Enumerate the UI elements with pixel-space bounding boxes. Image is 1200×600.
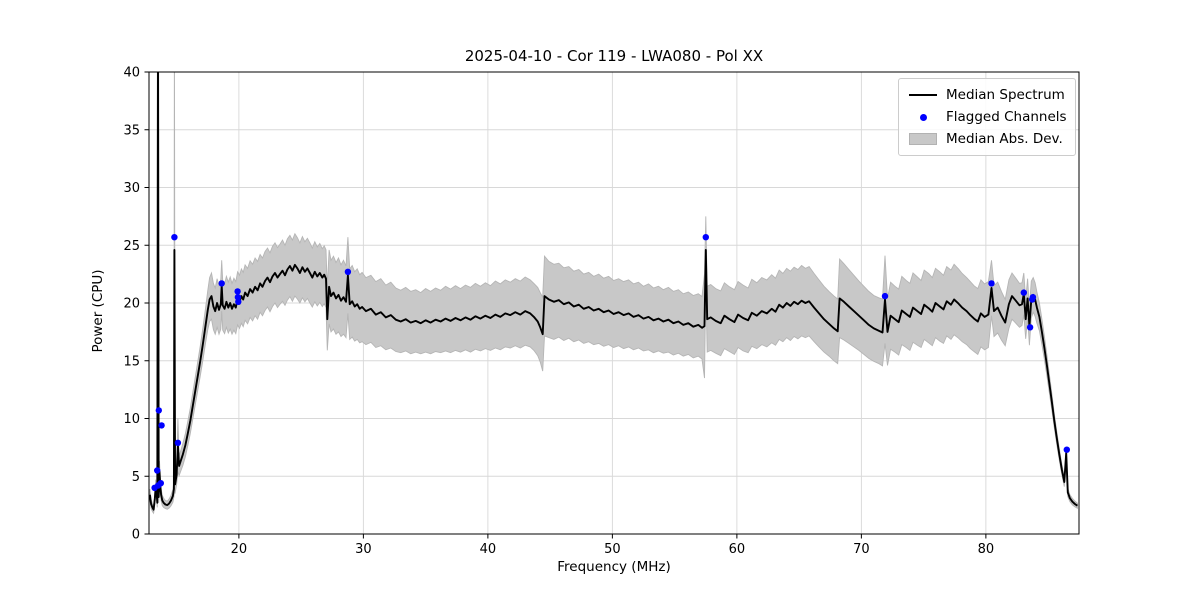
y-tick-label: 40 bbox=[123, 66, 140, 81]
flagged-channel-dot bbox=[218, 280, 225, 287]
mad-band bbox=[149, 72, 1078, 515]
flagged-channel-dot bbox=[988, 280, 995, 287]
flagged-channel-dot bbox=[234, 294, 242, 301]
flagged-channel-dot bbox=[1026, 324, 1034, 331]
y-tick-label: 20 bbox=[123, 297, 140, 312]
legend-label: Median Abs. Dev. bbox=[946, 131, 1063, 147]
y-axis-label: Power (CPU) bbox=[90, 269, 106, 353]
flagged-channel-dot bbox=[158, 422, 165, 429]
legend-label: Median Spectrum bbox=[946, 87, 1065, 103]
flagged-channel-dot bbox=[1020, 289, 1027, 296]
x-tick-label: 50 bbox=[604, 542, 621, 557]
y-tick-label: 35 bbox=[123, 123, 140, 138]
median-spectrum-line-icon bbox=[908, 94, 938, 96]
y-tick-label: 0 bbox=[132, 528, 140, 543]
tick-marks bbox=[144, 71, 987, 539]
flagged-channel-dot bbox=[171, 234, 178, 241]
flagged-channels-dots bbox=[151, 234, 1071, 491]
x-tick-label: 60 bbox=[729, 542, 746, 557]
flagged-channel-dot bbox=[344, 268, 352, 275]
flagged-channel-dot bbox=[235, 298, 242, 305]
flagged-channel-dot bbox=[174, 439, 182, 446]
legend-item-flagged-channels: Flagged Channels bbox=[908, 106, 1067, 128]
y-tick-label: 30 bbox=[123, 181, 140, 196]
x-tick-label: 20 bbox=[231, 542, 248, 557]
flagged-channel-dot bbox=[155, 407, 162, 414]
x-tick-label: 30 bbox=[355, 542, 372, 557]
mad-band-patch-icon bbox=[908, 133, 938, 145]
x-tick-label: 70 bbox=[853, 542, 870, 557]
y-tick-label: 15 bbox=[123, 354, 140, 369]
flagged-channel-dot bbox=[154, 467, 161, 474]
chart-title: 2025-04-10 - Cor 119 - LWA080 - Pol XX bbox=[464, 47, 764, 65]
x-axis-label: Frequency (MHz) bbox=[557, 559, 671, 575]
legend-label: Flagged Channels bbox=[946, 109, 1067, 125]
legend-item-median-abs-dev: Median Abs. Dev. bbox=[908, 128, 1066, 150]
flagged-channel-dot bbox=[234, 288, 241, 295]
legend-item-median-spectrum: Median Spectrum bbox=[908, 84, 1066, 106]
flagged-channel-dot bbox=[1029, 294, 1037, 301]
legend: Median Spectrum Flagged Channels Median … bbox=[898, 78, 1076, 156]
flagged-channel-dot bbox=[157, 480, 164, 487]
flagged-channel-dot bbox=[702, 234, 709, 241]
x-tick-label: 80 bbox=[978, 542, 995, 557]
x-tick-label: 40 bbox=[480, 542, 497, 557]
flagged-channel-dot bbox=[881, 292, 889, 300]
flagged-channel-dot bbox=[1063, 446, 1071, 453]
y-tick-label: 25 bbox=[123, 239, 140, 254]
y-tick-label: 10 bbox=[123, 412, 140, 427]
flagged-channel-dot-icon bbox=[908, 113, 938, 121]
tick-labels: 20 30 40 50 60 70 80 0 5 10 15 20 25 30 35 40 bbox=[123, 66, 994, 558]
y-tick-label: 5 bbox=[132, 470, 140, 485]
median-spectrum-line bbox=[149, 72, 1078, 511]
